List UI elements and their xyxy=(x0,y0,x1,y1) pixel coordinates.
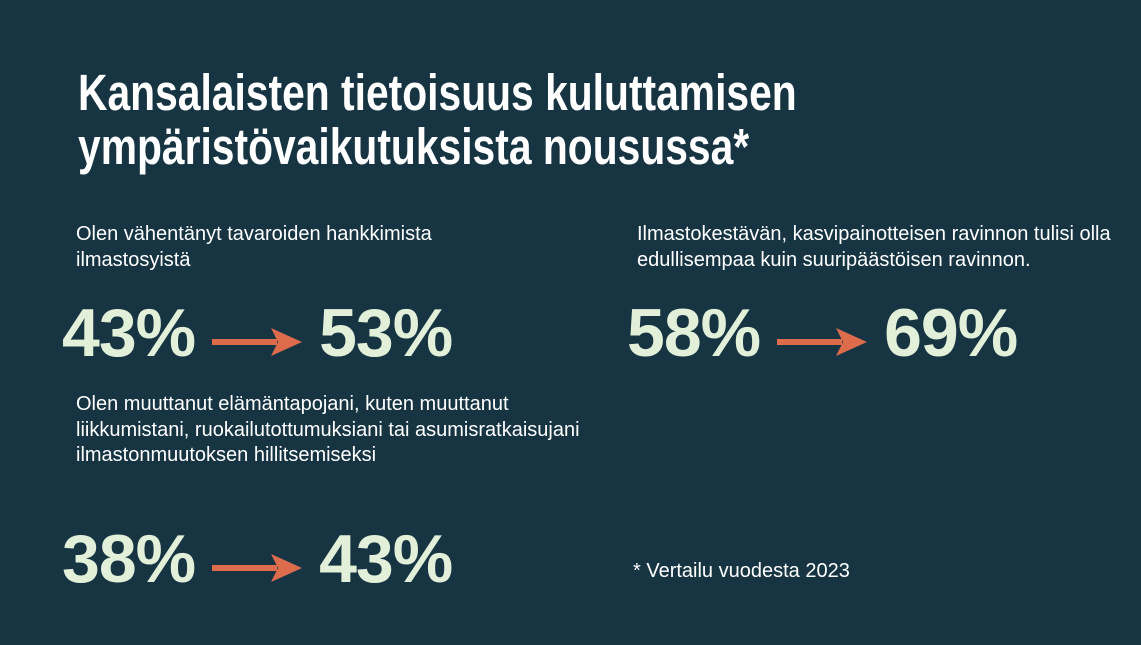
stat-row-tavarat: 43% 53% xyxy=(62,295,453,371)
stat-from-value: 58% xyxy=(627,295,761,371)
stat-to-value: 43% xyxy=(319,521,453,597)
right-arrow-icon xyxy=(209,528,305,596)
stat-label-elamantavat: Olen muuttanut elämäntapojani, kuten muu… xyxy=(76,393,580,467)
stat-label-ravinto: Ilmastokestävän, kasvipainotteisen ravin… xyxy=(637,223,1111,271)
stat-to-value: 69% xyxy=(884,295,1018,371)
stat-row-elamantavat: 38% 43% xyxy=(62,521,453,597)
footnote: * Vertailu vuodesta 2023 xyxy=(633,560,850,582)
stat-from-value: 43% xyxy=(62,295,196,371)
right-arrow-icon xyxy=(209,302,305,370)
stat-row-ravinto: 58% 69% xyxy=(627,295,1018,371)
stat-to-value: 53% xyxy=(319,295,453,371)
right-arrow-icon xyxy=(774,302,870,370)
stat-from-value: 38% xyxy=(62,521,196,597)
stat-label-tavarat: Olen vähentänyt tavaroiden hankkimista i… xyxy=(76,223,432,271)
page-title: Kansalaisten tietoisuus kuluttamisen ymp… xyxy=(78,64,797,176)
